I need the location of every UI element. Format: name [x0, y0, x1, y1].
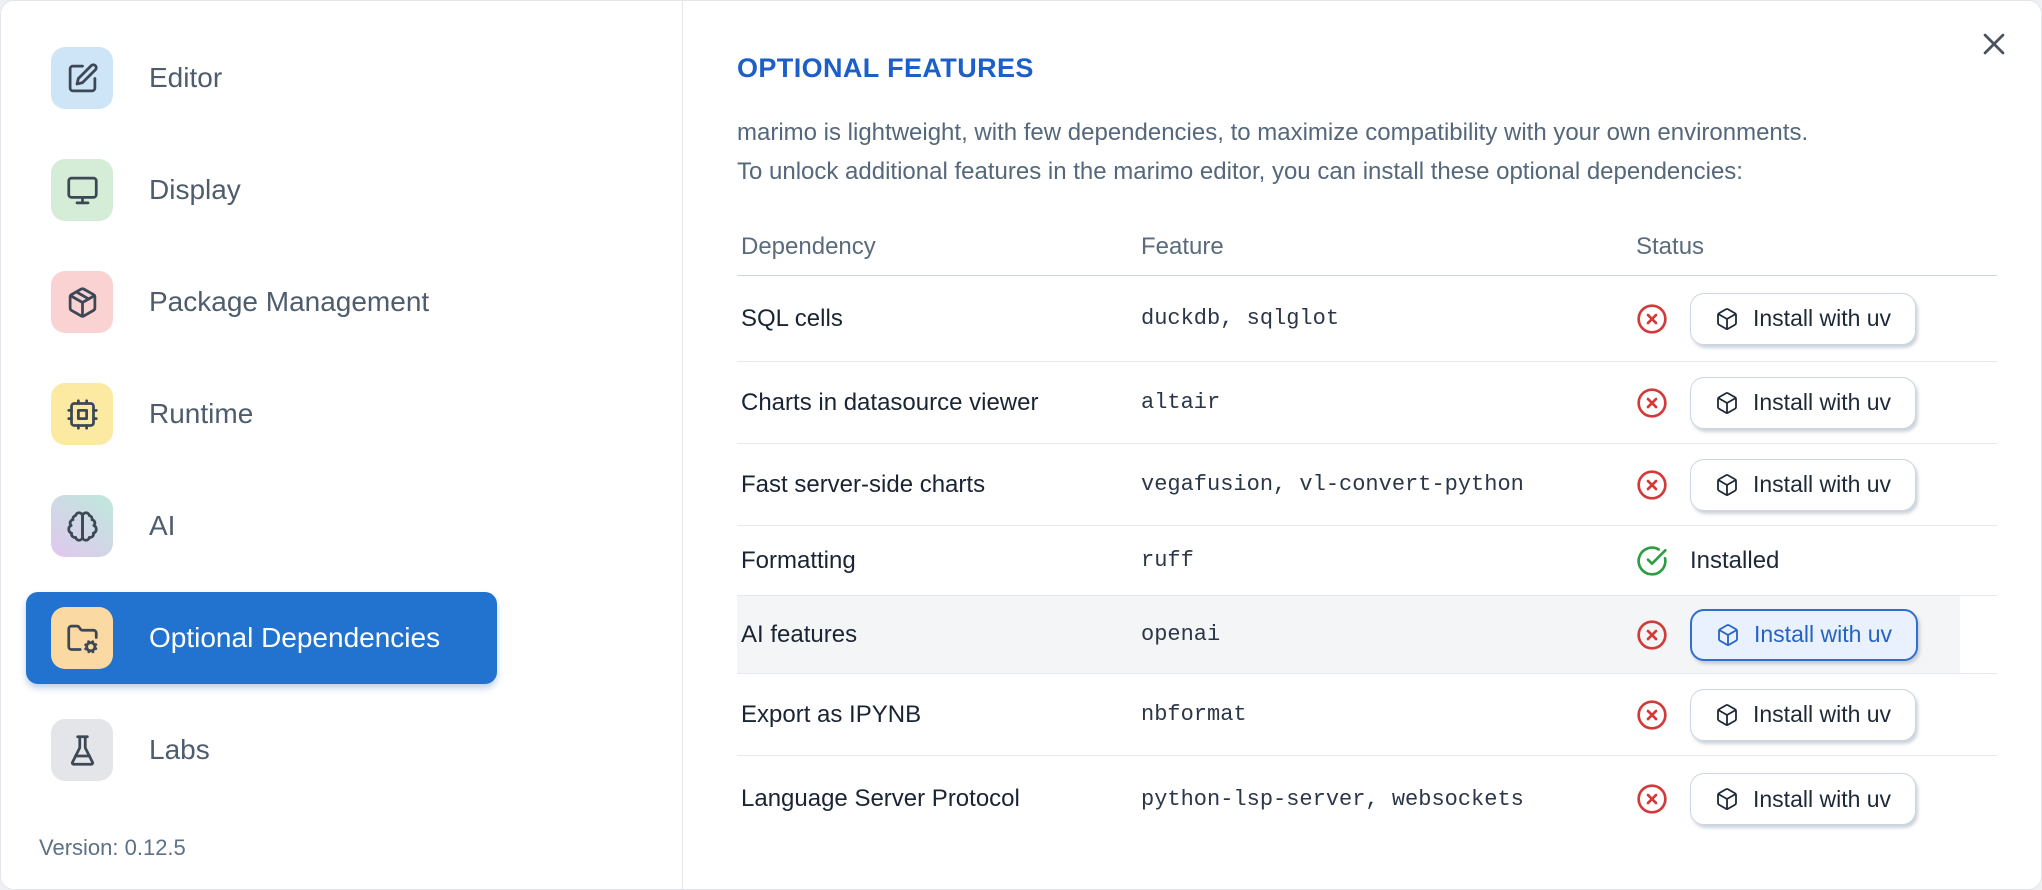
install-button-label: Install with uv [1753, 305, 1892, 331]
page-title: OPTIONAL FEATURES [737, 53, 1034, 83]
sidebar-item-package-management[interactable]: Package Management [26, 256, 497, 348]
status-cell: Install with uv [1636, 292, 1997, 345]
x-icon [1976, 33, 2012, 65]
feature-cell: nbformat [1141, 702, 1247, 727]
sidebar-item-ai[interactable]: AI [26, 480, 497, 572]
feature-cell: python-lsp-server, websockets [1141, 786, 1524, 812]
dependency-cell: Export as IPYNB [741, 700, 922, 728]
sidebar-item-label: Editor [149, 62, 223, 93]
sidebar-item-display[interactable]: Display [26, 144, 497, 236]
dependency-cell: Language Server Protocol [741, 785, 1020, 812]
sidebar-item-label: Optional Dependencies [149, 622, 441, 653]
circle-x-icon [1636, 699, 1668, 731]
sidebar-item-optional-dependencies[interactable]: Optional Dependencies [26, 592, 497, 684]
monitor-icon [51, 159, 113, 221]
cpu-icon [51, 383, 113, 445]
box-icon [1715, 703, 1739, 727]
circle-x-icon [1636, 303, 1668, 335]
dependency-cell: Charts in datasource viewer [741, 388, 1039, 416]
install-with-uv-button[interactable]: Install with uv [1690, 688, 1917, 741]
install-with-uv-button[interactable]: Install with uv [1690, 376, 1917, 429]
flask-icon [51, 719, 113, 781]
sidebar-item-editor[interactable]: Editor [26, 32, 497, 124]
table-row: Export as IPYNB nbformat Install with uv [737, 674, 1997, 756]
table-row: Formatting ruff Installed [737, 526, 1997, 596]
status-cell: Installed [1636, 545, 1997, 577]
table-row: Charts in datasource viewer altair Install… [737, 362, 1997, 444]
circle-x-icon [1636, 469, 1668, 501]
description-line-2: To unlock additional features in the mar… [737, 158, 1743, 185]
optional-features-panel: OPTIONAL FEATURES marimo is lightweight,… [683, 1, 2041, 889]
status-cell: Install with uv [1636, 376, 1997, 429]
square-pen-icon [51, 47, 113, 109]
box-icon [1716, 623, 1740, 647]
sidebar-item-label: Labs [149, 734, 210, 765]
box-icon [1715, 307, 1739, 331]
sidebar-item-labs[interactable]: Labs [26, 704, 497, 796]
install-button-label: Install with uv [1753, 389, 1892, 415]
panel-content: OPTIONAL FEATURES marimo is lightweight,… [737, 1, 1997, 842]
circle-check-icon [1636, 545, 1668, 577]
column-header-dependency: Dependency [741, 233, 876, 260]
table-row: Fast server-side charts vegafusion, vl-co… [737, 444, 1997, 526]
install-button-label: Install with uv [1753, 785, 1892, 812]
install-button-label: Install with uv [1754, 621, 1893, 647]
version-label: Version: 0.12.5 [39, 835, 186, 860]
sidebar-nav: Editor Display Package Management Runtime AI… [26, 32, 497, 796]
table-row: Language Server Protocol python-lsp-serve… [737, 756, 1997, 842]
status-cell: Install with uv [1636, 608, 1997, 661]
status-cell: Install with uv [1636, 458, 1997, 511]
settings-sidebar: Editor Display Package Management Runtime AI… [1, 1, 683, 889]
folder-cog-icon [51, 607, 113, 669]
table-row: SQL cells duckdb, sqlglot Install with uv [737, 276, 1997, 362]
close-button[interactable] [1976, 26, 2012, 62]
feature-cell: vegafusion, vl-convert-python [1141, 472, 1524, 497]
circle-x-icon [1636, 387, 1668, 419]
brain-icon [51, 495, 113, 557]
dependency-cell: SQL cells [741, 304, 843, 332]
sidebar-item-label: Runtime [149, 398, 254, 429]
status-cell: Install with uv [1636, 773, 1997, 825]
circle-x-icon [1636, 619, 1668, 651]
install-with-uv-button[interactable]: Install with uv [1690, 292, 1917, 345]
feature-cell: ruff [1141, 548, 1194, 573]
installed-status-label: Installed [1690, 546, 1780, 574]
circle-x-icon [1636, 783, 1668, 815]
install-button-label: Install with uv [1753, 701, 1892, 727]
table-row: AI features openai Install with uv [737, 596, 1997, 674]
install-with-uv-button[interactable]: Install with uv [1690, 608, 1919, 661]
sidebar-item-label: Display [149, 174, 241, 205]
box-icon [1715, 391, 1739, 415]
column-header-feature: Feature [1141, 233, 1224, 260]
install-button-label: Install with uv [1753, 471, 1892, 497]
feature-cell: openai [1141, 622, 1221, 647]
dependency-cell: Fast server-side charts [741, 470, 986, 498]
status-cell: Install with uv [1636, 688, 1997, 741]
dependency-cell: AI features [741, 620, 858, 648]
install-with-uv-button[interactable]: Install with uv [1690, 458, 1917, 511]
sidebar-item-runtime[interactable]: Runtime [26, 368, 497, 460]
box-icon [1715, 473, 1739, 497]
install-with-uv-button[interactable]: Install with uv [1690, 773, 1917, 825]
column-header-status: Status [1636, 233, 1705, 260]
box-icon [1715, 787, 1739, 811]
feature-cell: altair [1141, 390, 1221, 415]
sidebar-item-label: Package Management [149, 286, 430, 317]
sidebar-item-label: AI [149, 510, 176, 541]
feature-cell: duckdb, sqlglot [1141, 306, 1340, 331]
package-icon [51, 271, 113, 333]
panel-description: marimo is lightweight, with few dependen… [737, 113, 1997, 191]
table-body: SQL cells duckdb, sqlglot Install with uv C… [737, 276, 1997, 842]
dependency-cell: Formatting [741, 546, 856, 574]
description-line-1: marimo is lightweight, with few dependen… [737, 119, 1809, 146]
table-header: Dependency Feature Status [737, 219, 1997, 276]
